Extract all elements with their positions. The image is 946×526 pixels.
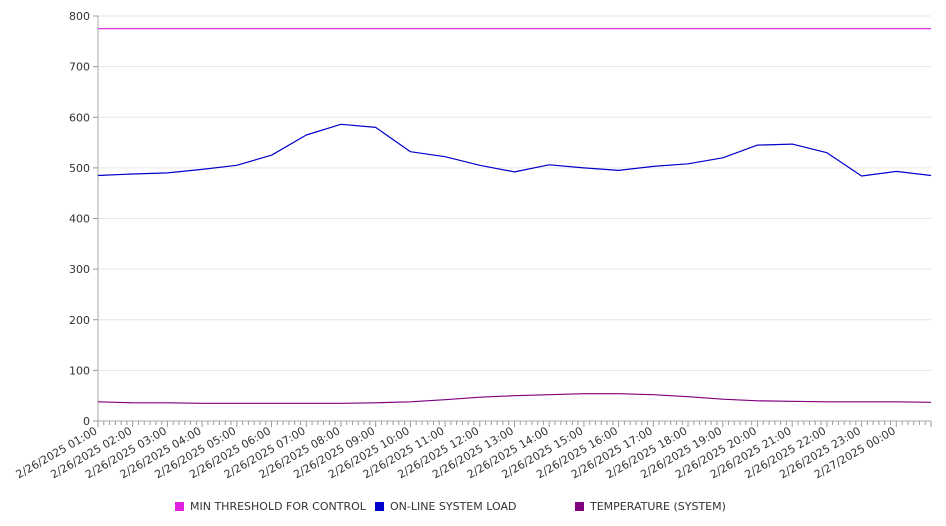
legend-item-online-system-load[interactable]: ON-LINE SYSTEM LOAD — [375, 498, 516, 514]
legend-item-temperature-system[interactable]: TEMPERATURE (SYSTEM) — [575, 498, 726, 514]
y-tick-label: 600 — [69, 111, 90, 124]
series-line-online-system-load — [97, 123, 932, 177]
y-tick-label: 400 — [69, 213, 90, 226]
legend-label-temperature-system: TEMPERATURE (SYSTEM) — [590, 499, 726, 513]
series-line-temperature-system — [97, 393, 932, 404]
legend-label-online-system-load: ON-LINE SYSTEM LOAD — [390, 499, 517, 513]
axes — [97, 16, 931, 422]
y-tick-label: 200 — [69, 314, 90, 327]
y-axis-ticks: 0 100 200 300 400 500 600 700 800 — [69, 10, 98, 428]
x-axis-ticks: 2/26/2025 01:002/26/2025 02:002/26/2025 … — [14, 421, 932, 481]
legend-swatch-online-system-load — [375, 501, 384, 511]
legend-swatch-temperature-system — [575, 501, 584, 511]
grid-lines — [98, 15, 931, 371]
y-tick-label: 500 — [69, 162, 90, 175]
y-tick-label: 300 — [69, 263, 90, 276]
chart-legend: MIN THRESHOLD FOR CONTROL ON-LINE SYSTEM… — [175, 498, 875, 514]
legend-item-min-threshold[interactable]: MIN THRESHOLD FOR CONTROL — [175, 498, 366, 514]
y-tick-label: 800 — [69, 10, 90, 23]
legend-label-min-threshold: MIN THRESHOLD FOR CONTROL — [190, 499, 366, 513]
y-tick-label: 0 — [83, 415, 90, 428]
series-lines — [97, 28, 932, 404]
y-tick-label: 700 — [69, 61, 90, 74]
y-tick-label: 100 — [69, 364, 90, 377]
legend-swatch-min-threshold — [175, 501, 184, 511]
